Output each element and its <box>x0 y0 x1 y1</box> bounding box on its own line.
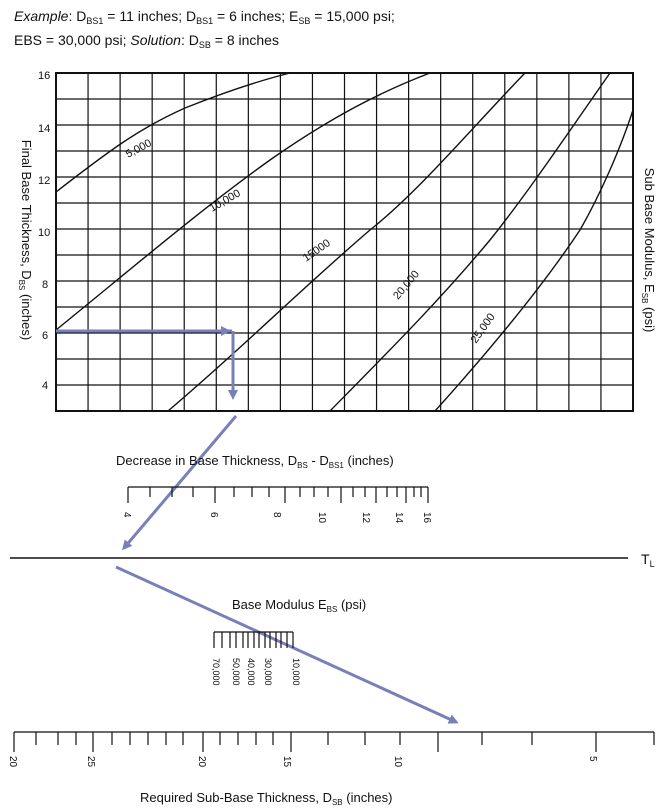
y-tick-label: 6 <box>42 330 48 342</box>
scale2-tick-label: 10,000 <box>291 658 301 686</box>
scale2-tick-label: 70,000 <box>211 658 221 686</box>
modulus-curves <box>55 72 634 412</box>
scale1-tick-label: 16 <box>421 512 432 524</box>
curve-20000 <box>329 72 611 412</box>
example-text: = 6 inches; E <box>213 8 299 24</box>
scale1-axis <box>127 486 429 503</box>
scale3-tick-label: 25 <box>85 756 96 768</box>
scale1-tick-label: 10 <box>316 512 327 524</box>
example-sub: BS1 <box>86 16 104 26</box>
scale3-axis <box>13 731 655 752</box>
example-text: = 11 inches; D <box>103 8 197 24</box>
example-line-1: Example: DBS1 = 11 inches; DBS1 = 6 inch… <box>14 8 395 26</box>
example-text: : D <box>68 8 87 24</box>
scale1-tick-label: 12 <box>360 512 371 524</box>
curve-label: 10,000 <box>208 187 243 214</box>
scale2-axis <box>213 631 294 648</box>
y-axis-title: Final Base Thickness, DBS (inches) <box>17 140 34 340</box>
example-sub: SB <box>298 16 311 26</box>
scale3-tick-label: 20 <box>196 756 207 768</box>
right-axis-title-sub: SB <box>640 293 649 304</box>
example-text: : D <box>180 32 199 48</box>
scale2-tick-labels: 70,000 50,000 40,000 30,000 10,000 <box>211 658 301 686</box>
arrow-diagonal-2 <box>115 565 459 724</box>
scale1-title-text: Decrease in Base Thickness, D <box>116 453 297 468</box>
scale1-tick-label: 8 <box>271 512 282 518</box>
scale1-title: Decrease in Base Thickness, DBS - DBS1 (… <box>116 453 394 470</box>
scale3-tick-label: 10 <box>392 756 403 768</box>
scale2-title-end: (psi) <box>337 597 366 612</box>
scale1-ticks <box>127 487 429 503</box>
example-sub: BS1 <box>196 16 214 26</box>
turning-line-label-text: T <box>641 551 650 567</box>
right-axis-title: Sub Base Modulus, ESB (psi) <box>640 168 657 333</box>
example-sub: SB <box>198 40 211 50</box>
scale1-title-mid: - D <box>308 453 329 468</box>
scale2-title-text: Base Modulus E <box>232 597 327 612</box>
example-text: = 15,000 psi; <box>310 8 395 24</box>
y-axis-title-text: Final Base Thickness, D <box>19 140 34 280</box>
y-axis-title-sub: BS <box>17 280 26 291</box>
grid-lines <box>56 73 633 411</box>
chart-grid <box>55 72 634 412</box>
arrow-diagonal-1 <box>122 415 238 551</box>
y-axis-title-end: (inches) <box>19 290 34 340</box>
scale3-tick-label: 5 <box>587 756 598 762</box>
scale3-title-sub: SB <box>332 798 343 807</box>
scale1-title-sub: BS <box>297 461 308 470</box>
y-tick-label: 4 <box>42 380 48 392</box>
scale3-tick-label: 15 <box>281 756 292 768</box>
scale2-ticks <box>213 632 294 648</box>
curve-label: 15000 <box>301 237 333 264</box>
example-label: Example <box>14 8 69 24</box>
scale2-tick-label: 40,000 <box>246 658 256 686</box>
curve-labels: 5,000 10,000 15000 20,000 25,000 <box>124 137 498 346</box>
curve-label: 5,000 <box>124 137 154 161</box>
y-tick-labels: 16 14 12 10 8 6 4 <box>38 70 50 392</box>
turning-line-label: TL <box>641 551 655 569</box>
curve-25000 <box>434 109 634 412</box>
curve-5000 <box>55 72 291 193</box>
scale1-title-sub: BS1 <box>329 461 345 470</box>
curve-label: 20,000 <box>391 268 422 301</box>
example-text: EBS = 30,000 psi; <box>14 32 131 48</box>
scale3-title-text: Required Sub-Base Thickness, D <box>140 790 332 805</box>
scale3-title-end: (inches) <box>343 790 393 805</box>
scale3-ticks <box>13 732 655 752</box>
scale1-title-end: (inches) <box>344 453 394 468</box>
scale2-title-sub: BS <box>327 605 338 614</box>
y-tick-label: 14 <box>38 123 50 135</box>
scale1-tick-label: 4 <box>121 512 132 518</box>
curve-10000 <box>55 72 431 331</box>
scale1-tick-label: 6 <box>208 512 219 518</box>
curve-15000 <box>167 72 526 412</box>
right-axis-title-end: (psi) <box>642 303 657 332</box>
scale3-tick-labels: 20 25 20 15 10 5 <box>7 756 598 768</box>
example-line-2: EBS = 30,000 psi; Solution: DSB = 8 inch… <box>14 32 279 50</box>
y-tick-label: 10 <box>38 227 50 239</box>
y-tick-label: 8 <box>42 279 48 291</box>
right-axis-title-text: Sub Base Modulus, E <box>642 168 657 293</box>
scale3-title: Required Sub-Base Thickness, DSB (inches… <box>140 790 393 807</box>
solution-label: Solution <box>130 32 181 48</box>
y-tick-label: 12 <box>38 175 50 187</box>
example-path <box>56 326 459 724</box>
scale1-tick-labels: 4 6 8 10 12 14 16 <box>121 512 432 524</box>
scale2-title: Base Modulus EBS (psi) <box>232 597 366 614</box>
example-text: = 8 inches <box>210 32 279 48</box>
scale1-tick-label: 14 <box>393 512 404 524</box>
scale3-tick-label: 20 <box>7 756 18 768</box>
scale2-tick-label: 30,000 <box>263 658 273 686</box>
scale2-tick-label: 50,000 <box>231 658 241 686</box>
y-tick-label: 16 <box>38 70 50 82</box>
turning-line-label-sub: L <box>650 559 655 569</box>
